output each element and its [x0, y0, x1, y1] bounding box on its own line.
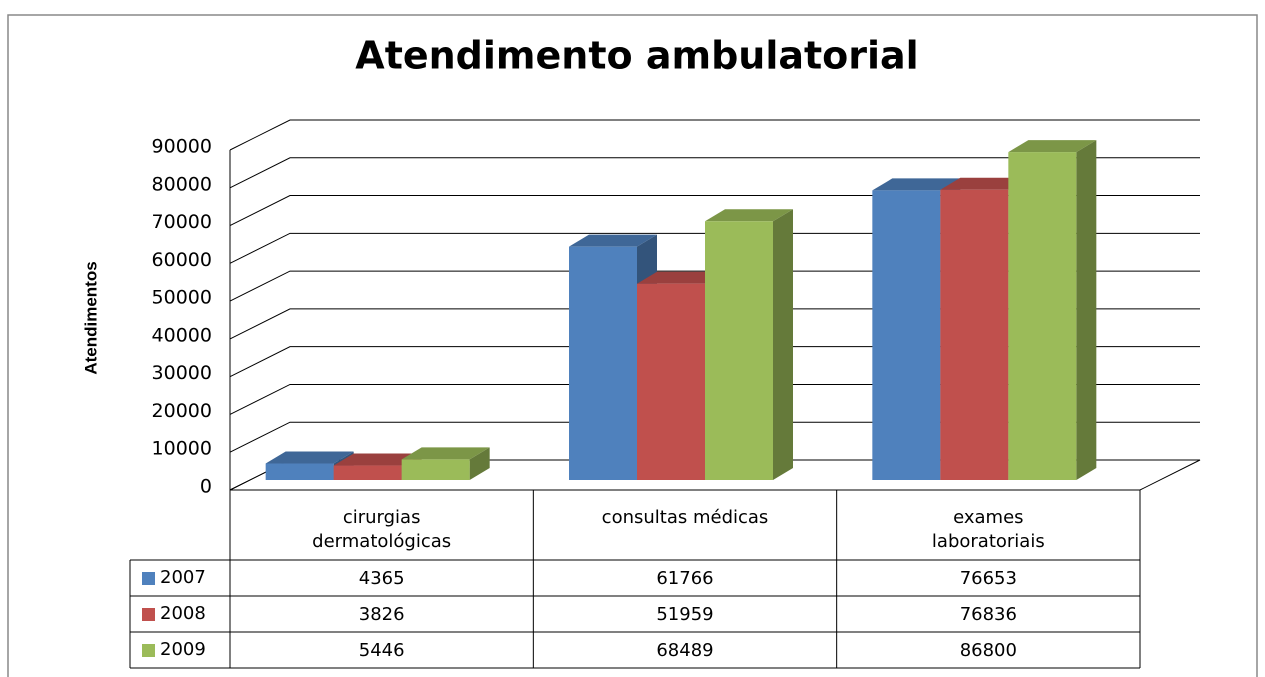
bar-top [872, 178, 961, 191]
bar-side [1076, 140, 1097, 481]
bar-top [265, 451, 354, 464]
bar [1008, 152, 1077, 481]
legend-label: 2007 [160, 567, 206, 588]
bar-top [705, 209, 793, 222]
bar [333, 465, 402, 480]
category-label: exames laboratoriais [931, 507, 1045, 552]
table-value: 51959 [656, 603, 714, 625]
y-tick-label: 70000 [152, 211, 212, 233]
bar [637, 283, 705, 480]
table-value: 5446 [358, 639, 405, 661]
category-label: cirurgias dermatológicas [312, 507, 452, 552]
y-tick-label: 20000 [152, 400, 212, 422]
y-tick-label: 0 [200, 476, 212, 498]
legend-swatch [142, 572, 155, 585]
table-value: 3826 [358, 603, 405, 625]
bar [265, 463, 334, 480]
category-label: consultas médicas [601, 507, 769, 528]
y-tick-label: 30000 [152, 362, 212, 384]
bar-top [1008, 140, 1097, 153]
table-value: 76836 [959, 603, 1017, 625]
legend-label: 2009 [160, 639, 206, 660]
bar [940, 189, 1009, 481]
bar [872, 190, 941, 480]
bar-top [637, 271, 725, 284]
grid-line [229, 119, 1200, 151]
bar-top [569, 234, 657, 247]
y-tick-label: 10000 [152, 438, 212, 460]
bar-top [940, 177, 1029, 190]
table-value: 76653 [959, 567, 1017, 589]
legend-swatch [142, 644, 155, 657]
y-axis-label: Atendimentos [81, 261, 100, 374]
bar-side [773, 209, 793, 480]
y-tick-label: 50000 [152, 287, 212, 309]
table-value: 68489 [656, 639, 714, 661]
bar [569, 246, 637, 480]
legend-label: 2008 [160, 603, 206, 624]
chart-title: Atendimento ambulatorial [355, 34, 918, 78]
table-value: 61766 [656, 567, 714, 589]
bar-top [401, 447, 490, 460]
y-tick-label: 60000 [152, 249, 212, 271]
bar [705, 221, 773, 480]
frame [7, 14, 1258, 677]
bar-top [333, 453, 422, 466]
y-tick-label: 90000 [152, 136, 212, 158]
legend-swatch [142, 608, 155, 621]
bar [401, 459, 470, 480]
grid-line [229, 157, 1200, 189]
y-tick-label: 80000 [152, 173, 212, 195]
y-tick-label: 40000 [152, 324, 212, 346]
table-value: 4365 [358, 567, 405, 589]
bar-side [469, 447, 490, 480]
table-value: 86800 [959, 639, 1017, 661]
